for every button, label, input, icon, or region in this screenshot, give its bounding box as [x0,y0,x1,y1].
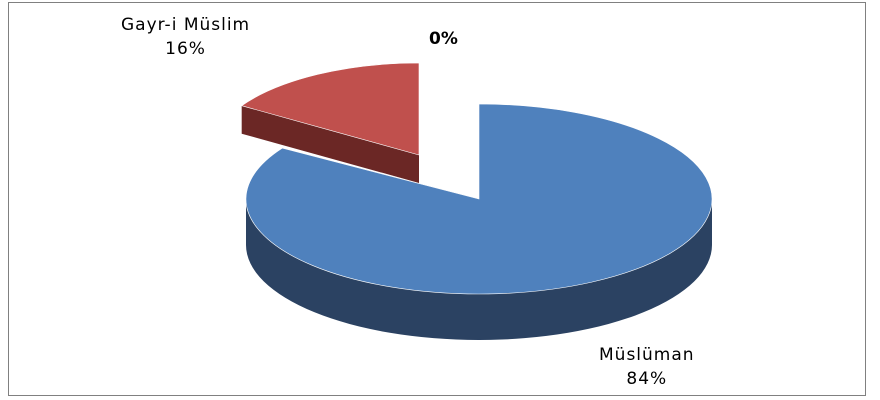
slice-musluman-top [245,103,713,295]
slice-gayri-muslim [240,62,420,183]
slice-label-musluman: Müslüman 84% [599,343,695,391]
slice-label-gayri-muslim-value: 16% [165,39,206,59]
slice-label-zero: 0% [429,27,458,51]
slice-musluman [245,103,713,340]
slice-label-musluman-name: Müslüman [599,345,695,365]
slice-label-musluman-value: 84% [626,369,668,389]
slice-gayri-muslim-side-start [241,105,419,183]
slice-label-gayri-muslim: Gayr-i Müslim 16% [121,13,250,61]
slice-label-gayri-muslim-name: Gayr-i Müslim [121,15,251,35]
pie-chart [240,62,713,340]
slice-musluman-rim [246,199,712,340]
slice-gayri-muslim-top [240,62,420,156]
chart-area: Gayr-i Müslim 16% 0% Müslüman 84% [8,2,866,396]
slice-label-zero-value: 0% [429,29,458,49]
